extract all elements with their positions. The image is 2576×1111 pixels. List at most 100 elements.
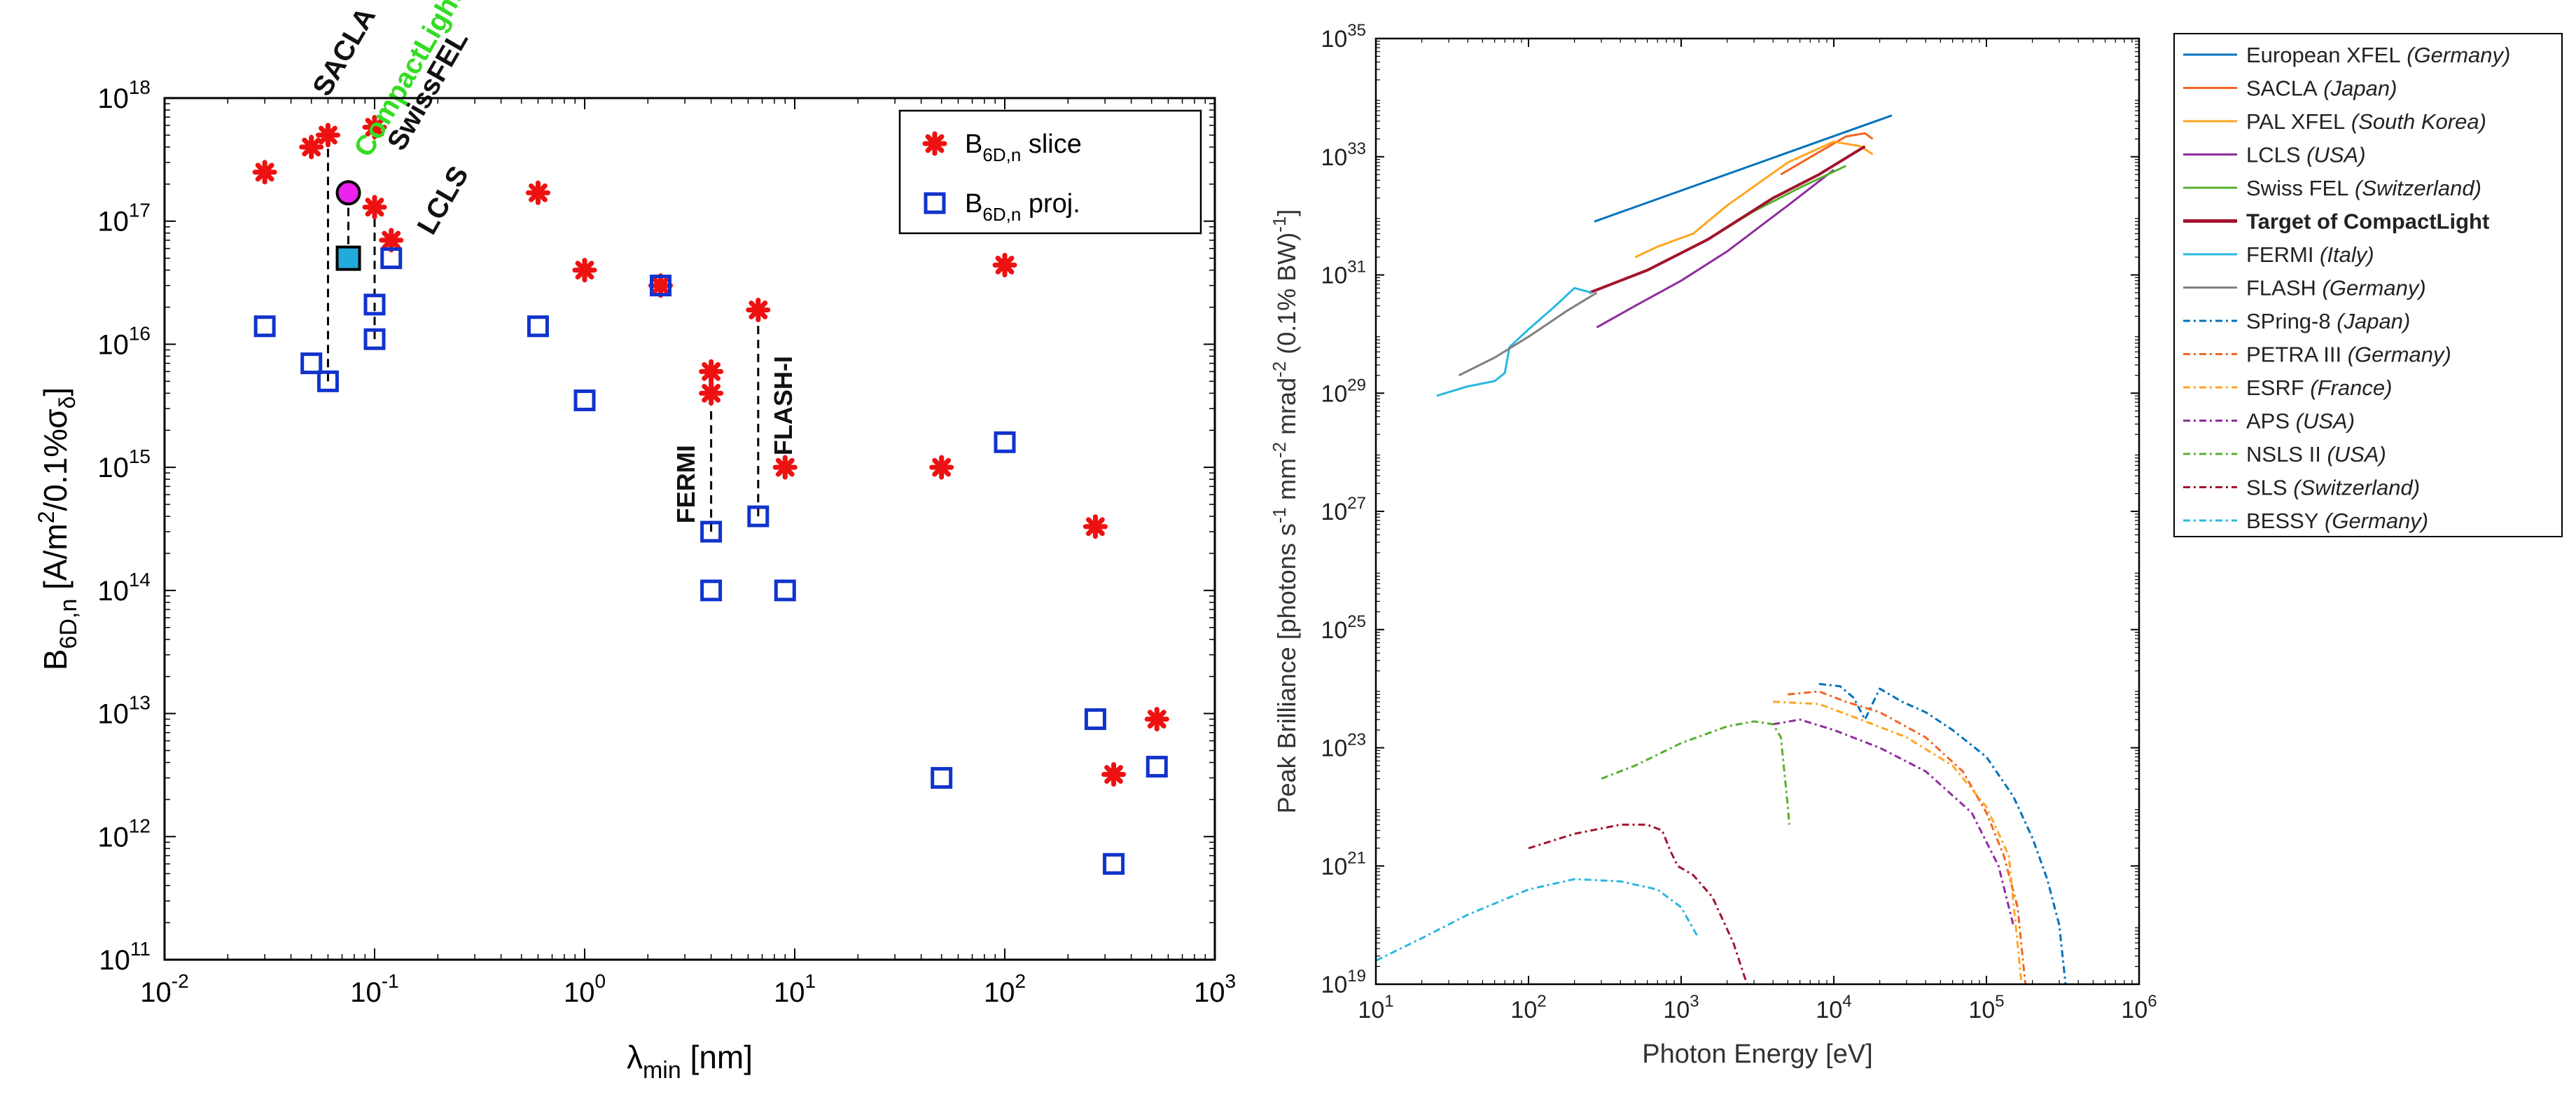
slice-star-marker xyxy=(252,160,277,185)
series-line-flash xyxy=(1458,291,1598,377)
left-ticks: 10-2 10-1 100 101 102 103 1011 1012 1013 1014 1015… xyxy=(97,76,1236,1008)
series-line-esrf xyxy=(1773,701,2023,985)
slice-star-marker xyxy=(929,455,954,480)
compactlight-slice-circle xyxy=(335,180,361,206)
right-x-tick-label: 104 xyxy=(1816,992,1851,1023)
left-y-tick-label: 1011 xyxy=(99,938,151,976)
right-legend-label: SLS (Switzerland) xyxy=(2246,476,2420,500)
star-stroke xyxy=(702,362,721,381)
right-y-label-sup1: -1 xyxy=(1269,507,1290,523)
left-x-tick-label: 10-2 xyxy=(140,970,188,1008)
left-y-label-sub: 6D,n xyxy=(55,599,82,649)
right-legend-label: FLASH (Germany) xyxy=(2246,276,2426,301)
left-y-tick-label: 1013 xyxy=(97,692,151,730)
proj-square-marker xyxy=(316,370,339,392)
right-y-tick-label: 1031 xyxy=(1321,258,1366,289)
right-x-tick-label: 101 xyxy=(1358,992,1393,1023)
proj-square-marker xyxy=(253,315,276,338)
right-y-label-part4: (0.1% BW) xyxy=(1272,233,1301,361)
left-y-tick-label: 1016 xyxy=(97,322,151,360)
right-legend-label: NSLS II (USA) xyxy=(2246,442,2386,467)
compactlight-proj-square xyxy=(335,245,361,271)
right-y-label-sup2: -2 xyxy=(1269,442,1290,458)
star-stroke xyxy=(749,301,768,319)
right-series-lines xyxy=(1375,114,2067,985)
series-line-sacla xyxy=(1780,132,1874,176)
left-y-tick-label: 1017 xyxy=(97,200,151,237)
slice-star-marker xyxy=(299,134,324,160)
left-y-label-close: ] xyxy=(37,387,74,396)
star-stroke xyxy=(1147,710,1167,729)
proj-square-marker xyxy=(527,315,549,338)
left-x-tick-label: 102 xyxy=(984,970,1026,1008)
left-legend-box xyxy=(898,109,1202,235)
slice-star-marker xyxy=(572,258,597,283)
star-stroke xyxy=(382,230,401,250)
proj-square-marker xyxy=(1146,755,1168,778)
left-y-tick-label: 1015 xyxy=(97,446,151,483)
right-y-tick-label: 1033 xyxy=(1321,139,1366,171)
right-x-tick-label: 105 xyxy=(1968,992,2004,1023)
left-x-label-unit: [nm] xyxy=(681,1039,753,1075)
right-y-tick-label: 1021 xyxy=(1321,848,1366,880)
slice-star-marker xyxy=(525,180,550,205)
right-y-label-part2: mm xyxy=(1272,458,1301,507)
star-stroke xyxy=(775,457,795,477)
proj-square-marker xyxy=(700,520,723,543)
right-legend-label: FERMI (Italy) xyxy=(2246,242,2374,267)
star-stroke xyxy=(1086,517,1105,537)
right-y-label-sup3: -2 xyxy=(1269,361,1290,378)
slice-star-marker xyxy=(1082,514,1108,539)
right-legend-label: SACLA (Japan) xyxy=(2246,76,2397,101)
left-y-label-sub2: δ xyxy=(55,396,80,409)
left-legend-label: B6D,n proj. xyxy=(965,189,1080,225)
slice-star-marker xyxy=(648,273,674,298)
series-line-pal-xfel xyxy=(1634,140,1874,258)
proj-square-marker xyxy=(747,505,770,527)
right-y-tick-label: 1019 xyxy=(1321,967,1366,998)
slice-star-marker xyxy=(362,115,387,140)
right-y-tick-label: 1035 xyxy=(1321,21,1366,53)
right-legend-label: LCLS (USA) xyxy=(2246,143,2366,167)
legend-square-marker xyxy=(924,192,946,214)
right-y-tick-label: 1025 xyxy=(1321,612,1366,644)
star-stroke xyxy=(702,383,721,403)
star-stroke xyxy=(575,261,594,280)
right-legend-label: SPring-8 (Japan) xyxy=(2246,309,2410,333)
series-line-petra-iii xyxy=(1788,690,2027,985)
star-stroke xyxy=(255,163,274,182)
series-line-spring-8 xyxy=(1818,682,2067,985)
right-legend-label: PAL XFEL (South Korea) xyxy=(2246,109,2486,134)
star-stroke xyxy=(319,125,337,145)
star-stroke xyxy=(302,137,321,157)
left-y-tick-label: 1012 xyxy=(97,815,151,853)
left-x-axis-label: λmin [nm] xyxy=(627,1039,753,1084)
slice-star-marker xyxy=(1144,707,1169,732)
right-y-label-part1: Peak Brilliance [photons s xyxy=(1272,523,1301,813)
proj-square-marker xyxy=(1084,708,1106,731)
left-annotation-flash-i: FLASH-I xyxy=(769,356,798,455)
right-legend-label: BESSY (Germany) xyxy=(2246,509,2428,533)
right-x-tick-label: 106 xyxy=(2121,992,2157,1023)
left-y-label-base: B xyxy=(37,649,74,670)
star-stroke xyxy=(932,457,952,477)
proj-square-marker xyxy=(700,579,723,602)
left-y-tick-label: 1018 xyxy=(97,76,151,114)
left-legend: B6D,n slice B6D,n proj. xyxy=(898,109,1202,235)
left-x-tick-label: 100 xyxy=(564,970,606,1008)
right-legend-label: European XFEL (Germany) xyxy=(2246,43,2510,67)
series-line-european-xfel xyxy=(1594,114,1893,223)
star-stroke xyxy=(995,255,1015,275)
proj-square-marker xyxy=(931,766,953,789)
left-y-label-unit2: /0.1%σ xyxy=(37,408,74,511)
star-stroke xyxy=(1104,765,1123,784)
star-stroke xyxy=(365,198,384,217)
left-x-label-base: λ xyxy=(627,1039,643,1075)
right-legend-box xyxy=(2173,33,2563,537)
proj-square-marker xyxy=(300,352,323,375)
left-data-marks xyxy=(252,115,1169,875)
right-ticks: 101 102 103 104 105 106 1019 1021 1023 1025 1027 10… xyxy=(1321,21,2157,1023)
right-y-label-part3: mrad xyxy=(1272,378,1301,442)
star-stroke xyxy=(365,118,384,137)
slice-star-marker xyxy=(315,123,340,148)
